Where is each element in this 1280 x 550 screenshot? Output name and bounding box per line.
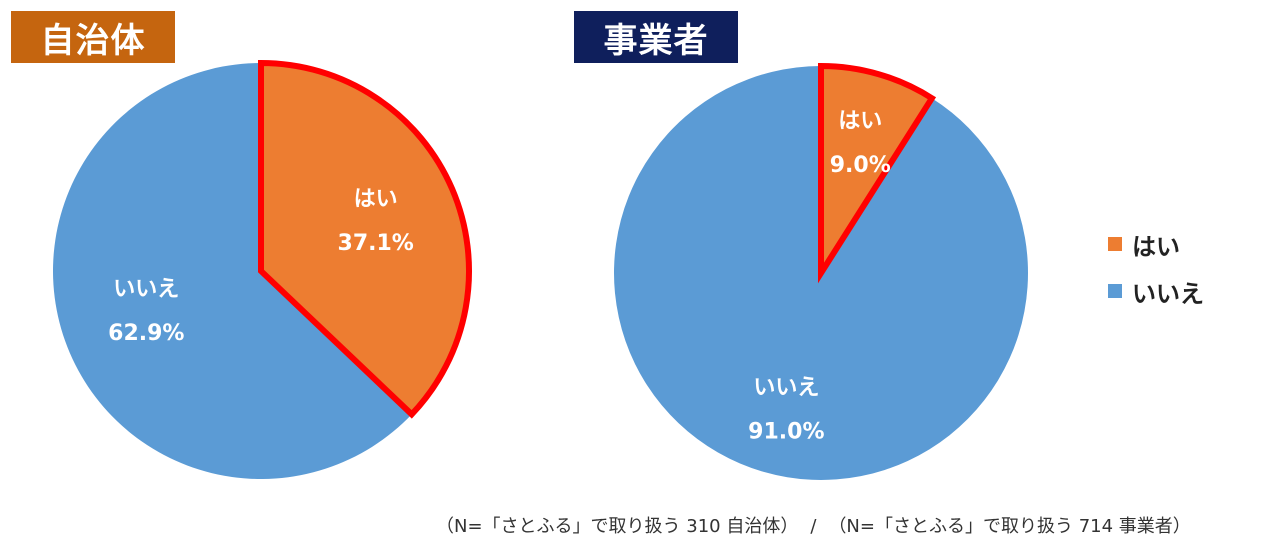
footnote-business: （N=「さとふる」で取り扱う 714 事業者）	[828, 516, 1191, 537]
chart-title-business: 事業者	[574, 11, 738, 63]
pie-slice-no	[53, 63, 412, 479]
pie-chart-0: はい 37.1% いいえ 62.9%	[53, 59, 472, 479]
slice-label-no: いいえ	[753, 375, 819, 400]
legend-item-yes: はい	[1108, 230, 1204, 261]
slice-label-yes: はい	[838, 109, 882, 134]
slice-value-no: 62.9%	[108, 321, 184, 346]
slice-value-no: 91.0%	[748, 419, 824, 444]
pie-chart-1: はい 9.0% いいえ 91.0%	[614, 62, 1028, 480]
footnote-municipality: （N=「さとふる」で取り扱う 310 自治体）	[436, 516, 799, 537]
legend-label-no: いいえ	[1132, 279, 1204, 308]
legend-swatch-yes	[1108, 237, 1122, 251]
pie-slice-yes	[258, 59, 472, 419]
chart-title-municipality: 自治体	[11, 11, 175, 63]
slice-label-no: いいえ	[113, 277, 179, 302]
pie-slice-yes	[818, 62, 937, 284]
slice-value-yes: 37.1%	[338, 231, 414, 256]
legend-item-no: いいえ	[1108, 277, 1204, 308]
slice-value-yes: 9.0%	[830, 153, 891, 178]
slice-label-yes: はい	[354, 187, 398, 212]
legend-swatch-no	[1108, 284, 1122, 298]
footnote: （N=「さとふる」で取り扱う 310 自治体） / （N=「さとふる」で取り扱う 7…	[436, 512, 1280, 538]
footnote-separator: /	[810, 516, 817, 537]
legend-label-yes: はい	[1132, 232, 1180, 261]
legend: はい いいえ	[1108, 230, 1204, 324]
